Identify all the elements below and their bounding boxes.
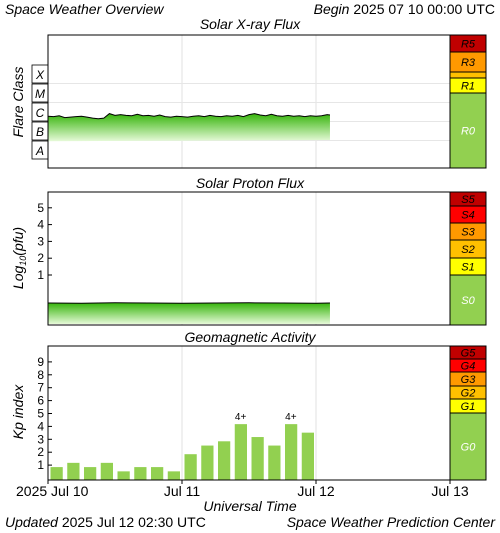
proton-panel: 1 2 3 4 5 S5 S4 S3 S2 S1 S0 <box>37 191 487 326</box>
kp-bar <box>201 445 214 480</box>
kp-bar <box>285 424 298 480</box>
xray-flux-area <box>48 113 330 142</box>
kp-bar <box>50 467 63 480</box>
kp-ytick-label: 8 <box>37 368 44 382</box>
scale-label: S4 <box>461 210 474 222</box>
proton-ytick-label: 4 <box>37 218 44 232</box>
scale-block <box>449 274 487 326</box>
scale-label: S2 <box>461 244 474 256</box>
kp-bar <box>134 467 147 480</box>
flare-class-label: C <box>36 106 45 120</box>
scale-label: G3 <box>461 374 477 386</box>
updated-time: Updated 2025 Jul 12 02:30 UTC <box>5 514 206 530</box>
begin-time: Begin 2025 07 10 00:00 UTC <box>313 1 495 17</box>
kp-bar-label: 4+ <box>235 412 247 423</box>
kp-ytick-label: 9 <box>37 355 44 369</box>
proton-ytick-label: 3 <box>37 234 44 248</box>
kp-bar <box>268 445 281 480</box>
time-tick-label: Jul 13 <box>431 483 469 499</box>
scale-label: G5 <box>461 348 477 360</box>
scale-block <box>449 71 487 79</box>
kp-bar <box>167 471 180 480</box>
scale-label: R3 <box>461 57 476 69</box>
plot-background <box>48 346 450 480</box>
time-tick-label: Jul 11 <box>164 483 201 499</box>
overview-title: Space Weather Overview <box>5 1 164 17</box>
flare-class-label: M <box>35 87 45 101</box>
kp-bar <box>301 432 314 480</box>
kp-ytick-label: 7 <box>37 381 44 395</box>
kp-ytick-label: 6 <box>37 394 44 408</box>
kp-bar <box>184 454 197 480</box>
scale-label: G2 <box>461 388 476 400</box>
flare-class-label: B <box>36 125 44 139</box>
scale-label: S0 <box>461 295 475 307</box>
proton-ytick-label: 1 <box>37 268 44 282</box>
kp-bar <box>218 441 231 480</box>
proton-ytick-label: 5 <box>37 201 44 215</box>
kp-bar <box>151 467 164 480</box>
time-axis: 2025 Jul 10 Jul 11 Jul 12 Jul 13 <box>16 480 469 499</box>
scale-label: G4 <box>461 361 476 373</box>
proton-ytick-label: 2 <box>37 251 44 265</box>
geomag-title: Geomagnetic Activity <box>185 329 317 345</box>
xray-flux-line <box>47 113 331 120</box>
swpc-credit: Space Weather Prediction Center <box>286 514 495 530</box>
scale-label: G0 <box>461 442 477 454</box>
time-tick-label: Jul 12 <box>297 483 335 499</box>
kp-ytick-label: 3 <box>37 432 44 446</box>
xray-title: Solar X-ray Flux <box>200 16 301 32</box>
kp-bar-label: 4+ <box>285 412 297 423</box>
xray-ylabel: Flare Class <box>10 67 26 138</box>
proton-ylabel: Log10(pfu) <box>10 227 28 289</box>
kp-bar <box>234 424 247 480</box>
plot-background <box>48 35 450 168</box>
flare-class-label: X <box>35 68 45 82</box>
kp-ytick-label: 4 <box>37 419 44 433</box>
scale-block <box>449 412 487 481</box>
scale-label: R0 <box>461 126 476 138</box>
geomag-ylabel: Kp index <box>10 384 26 439</box>
kp-bar <box>251 437 264 480</box>
scale-label: R5 <box>461 39 476 51</box>
scale-block <box>449 92 487 169</box>
scale-label: G1 <box>461 401 476 413</box>
kp-ytick-label: 1 <box>37 458 44 472</box>
proton-title: Solar Proton Flux <box>196 175 305 191</box>
kp-bar <box>67 462 80 480</box>
kp-bar <box>100 462 113 480</box>
proton-flux-area <box>48 302 330 324</box>
scale-label: R1 <box>461 81 475 93</box>
time-tick-label: 2025 Jul 10 <box>16 483 89 499</box>
scale-label: S3 <box>461 227 475 239</box>
kp-ytick-label: 5 <box>37 407 44 421</box>
time-axis-label: Universal Time <box>203 498 296 514</box>
flare-class-label: A <box>35 144 44 158</box>
kp-bar <box>117 471 130 480</box>
kp-bar <box>84 467 97 480</box>
scale-label: S5 <box>461 194 475 206</box>
scale-label: S1 <box>461 262 474 274</box>
kp-ytick-label: 2 <box>37 445 44 459</box>
